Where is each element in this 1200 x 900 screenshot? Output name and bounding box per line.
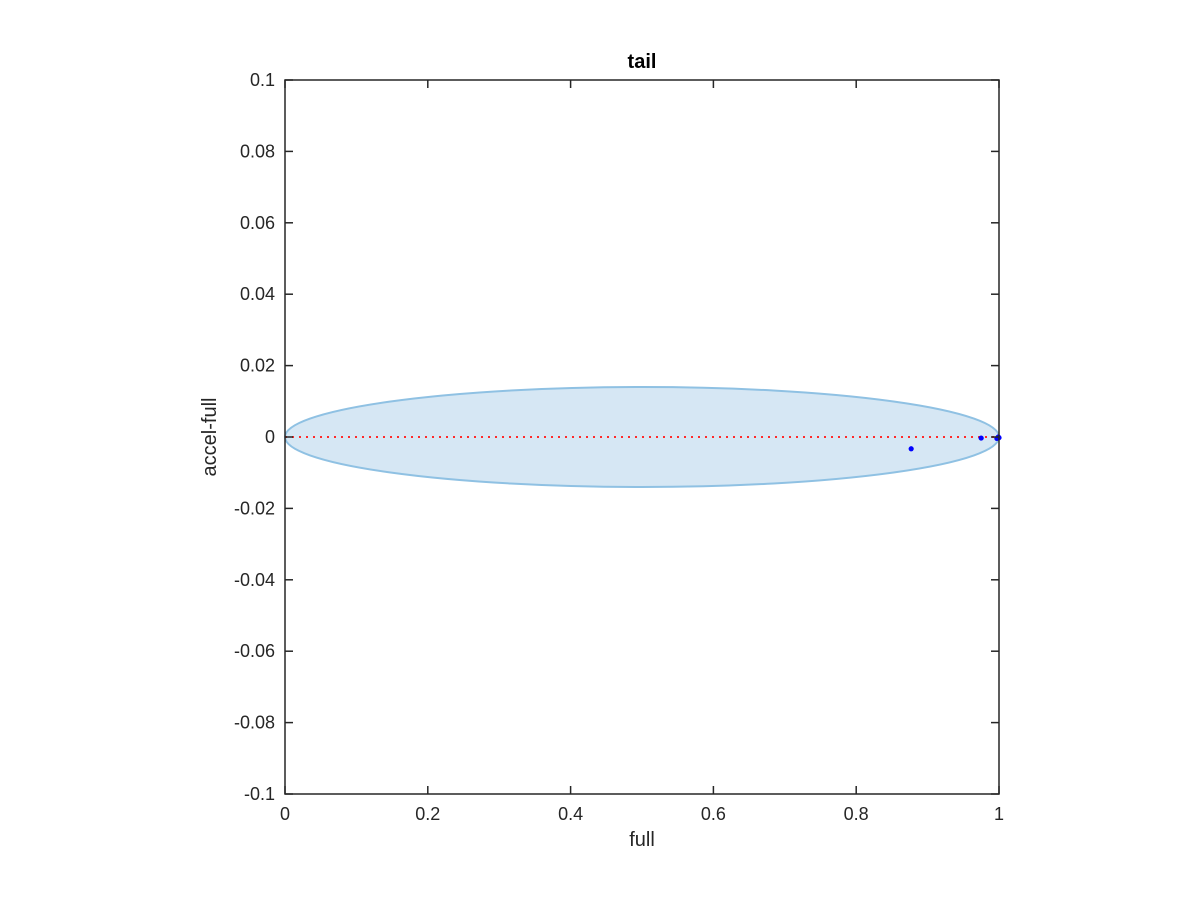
x-tick-label: 0.4 (558, 804, 583, 824)
y-tick-label: -0.08 (234, 713, 275, 733)
y-tick-label: -0.06 (234, 641, 275, 661)
data-point (908, 446, 914, 452)
x-tick-label: 0.8 (844, 804, 869, 824)
y-tick-label: 0.06 (240, 213, 275, 233)
y-tick-label: -0.1 (244, 784, 275, 804)
x-tick-label: 0 (280, 804, 290, 824)
y-tick-label: 0.04 (240, 284, 275, 304)
y-tick-label: -0.02 (234, 498, 275, 518)
data-point (978, 435, 984, 441)
y-tick-label: 0.08 (240, 141, 275, 161)
y-axis-label: accel-full (199, 398, 221, 477)
ticks-layer: 0 0.2 0.4 0.6 0.8 1 0.1 0.08 0.06 0.04 0.02 0 -0.02 -… (234, 70, 1004, 824)
chart-title: tail (628, 51, 657, 73)
y-tick-label: -0.04 (234, 570, 275, 590)
x-tick-label: 0.2 (415, 804, 440, 824)
y-tick-label: 0.1 (250, 70, 275, 90)
x-axis-label: full (629, 829, 655, 851)
y-tick-label: 0 (265, 427, 275, 447)
y-tick-label: 0.02 (240, 356, 275, 376)
x-tick-label: 1 (994, 804, 1004, 824)
x-tick-label: 0.6 (701, 804, 726, 824)
